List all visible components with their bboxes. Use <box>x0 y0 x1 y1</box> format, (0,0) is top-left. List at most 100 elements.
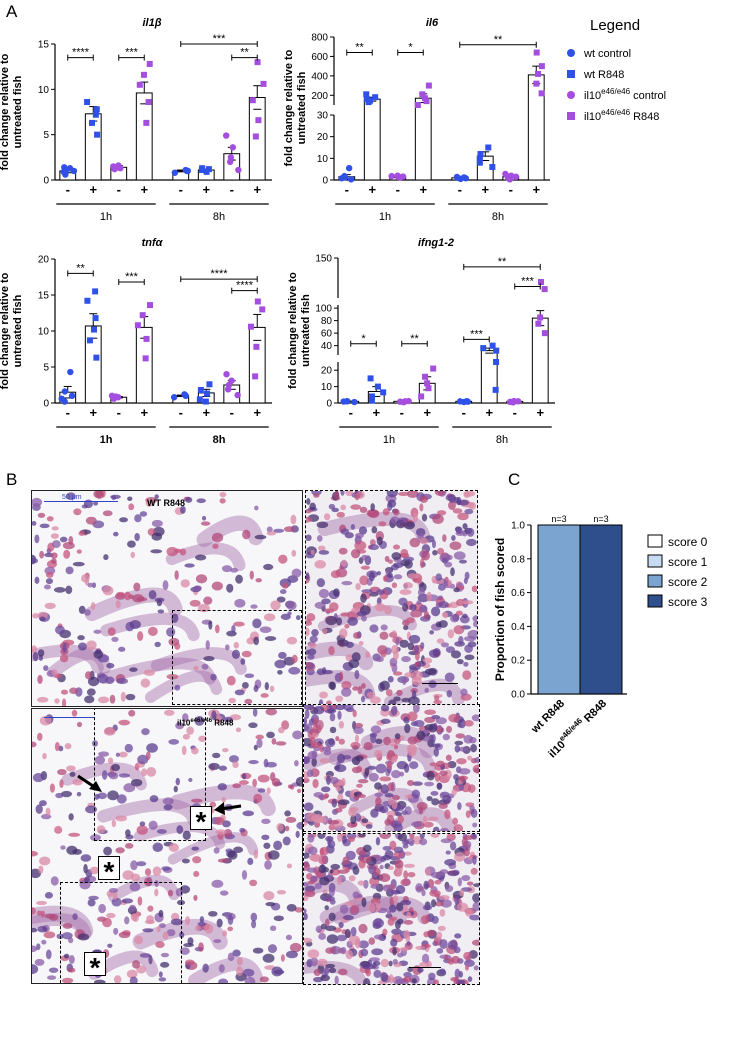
tissue-cell <box>430 899 437 908</box>
tissue-cell <box>444 858 457 866</box>
tissue-cell <box>160 952 170 958</box>
tissue-cell <box>369 696 381 704</box>
data-point <box>476 159 483 166</box>
tissue-cell <box>115 815 128 822</box>
tissue-cell <box>257 774 270 783</box>
data-point <box>259 306 266 313</box>
x-tick-label: - <box>400 405 404 420</box>
y-tick-label: 200 <box>311 91 328 102</box>
tissue-cell <box>308 648 317 656</box>
tissue-cell <box>137 631 144 642</box>
tissue-cell <box>198 942 204 952</box>
tissue-cell <box>125 829 131 837</box>
tissue-cell <box>392 895 399 903</box>
tissue-cell <box>438 601 449 609</box>
tissue-cell <box>330 863 341 870</box>
tissue-cell <box>318 545 326 551</box>
tissue-cell <box>61 932 73 940</box>
tissue-cell <box>214 816 225 826</box>
tissue-cell <box>350 548 361 559</box>
tissue-cell <box>216 918 223 928</box>
tissue-cell <box>466 755 473 761</box>
tissue-cell <box>45 571 54 578</box>
tissue-cell <box>250 912 258 922</box>
tissue-cell <box>69 771 76 777</box>
tissue-cell <box>383 575 389 582</box>
tissue-cell <box>78 530 86 536</box>
bar-annotation: n=3 <box>593 514 608 524</box>
tissue-cell <box>466 881 474 886</box>
tissue-cell <box>294 760 299 767</box>
tissue-cell <box>430 790 439 796</box>
x-tick-label: - <box>66 182 70 197</box>
tissue-cell <box>447 629 455 639</box>
tissue-cell <box>304 802 314 812</box>
tissue-cell <box>419 495 429 503</box>
data-point <box>92 288 99 295</box>
data-point <box>397 398 404 405</box>
y-axis-label-line: fold change relative to <box>0 272 11 389</box>
sig-label: * <box>361 333 366 345</box>
tissue-cell <box>352 891 360 899</box>
tissue-lamella <box>98 657 216 685</box>
tissue-cell <box>440 838 453 844</box>
tissue-cell <box>355 532 364 539</box>
tissue-cell <box>296 788 302 794</box>
tissue-cell <box>451 955 460 964</box>
tissue-cell <box>271 738 277 745</box>
tissue-cell <box>265 902 276 907</box>
tissue-cell <box>352 720 357 730</box>
tissue-cell <box>288 666 301 675</box>
tissue-cell <box>406 941 411 946</box>
legend-label-sup: e46/e46 <box>601 87 630 96</box>
tissue-cell <box>419 834 425 840</box>
tissue-cell <box>352 686 359 691</box>
tissue-cell <box>76 549 82 554</box>
y-tick-label: 600 <box>311 52 328 63</box>
tissue-cell <box>316 521 329 529</box>
tissue-cell <box>113 927 119 935</box>
tissue-cell <box>126 969 138 979</box>
tissue-cell <box>274 659 287 669</box>
tissue-cell <box>439 869 449 874</box>
tissue-cell <box>408 634 421 644</box>
tissue-cell <box>59 654 69 663</box>
tissue-cell <box>50 876 59 886</box>
data-point <box>425 385 432 392</box>
tissue-cell <box>419 537 429 545</box>
tissue-cell <box>371 526 378 534</box>
tissue-cell <box>314 882 322 890</box>
tissue-cell <box>350 814 357 825</box>
tissue-cell <box>241 870 248 880</box>
tissue-cell <box>242 529 251 540</box>
tissue-cell <box>285 816 297 823</box>
data-point <box>533 80 540 87</box>
data-point <box>425 82 432 89</box>
tissue-cell <box>152 842 164 853</box>
tissue-cell <box>253 744 258 751</box>
tissue-cell <box>341 687 352 697</box>
x-tick-label: - <box>179 405 183 420</box>
tissue-cell <box>311 724 322 734</box>
tissue-cell <box>242 968 255 977</box>
tissue-cell <box>154 880 159 888</box>
tissue-cell <box>132 960 141 969</box>
tissue-cell <box>154 494 159 500</box>
micrograph-wt-r848: 50 μm WT R848 <box>31 490 303 707</box>
tissue-cell <box>94 793 100 800</box>
tissue-cell <box>424 709 436 715</box>
tissue-cell <box>403 904 408 912</box>
tissue-cell <box>330 570 341 579</box>
tissue-cell <box>463 635 476 642</box>
tissue-cell <box>53 587 66 593</box>
legend-label: score 1 <box>668 555 708 569</box>
tissue-cell <box>403 556 415 562</box>
tissue-cell <box>380 705 390 712</box>
tissue-cell <box>417 967 424 973</box>
tissue-cell <box>382 854 391 861</box>
tissue-cell <box>429 889 441 897</box>
tissue-cell <box>324 925 337 932</box>
tissue-cell <box>286 863 293 869</box>
tissue-cell <box>379 834 391 840</box>
tissue-cell <box>113 975 122 983</box>
